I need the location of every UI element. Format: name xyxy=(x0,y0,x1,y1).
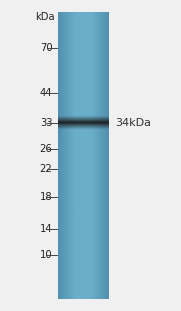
Text: 14: 14 xyxy=(40,224,52,234)
Text: kDa: kDa xyxy=(35,12,54,22)
Text: 33: 33 xyxy=(40,118,52,128)
Text: 26: 26 xyxy=(40,144,52,154)
Text: 70: 70 xyxy=(40,43,52,53)
Text: 34kDa: 34kDa xyxy=(115,118,151,128)
Text: 18: 18 xyxy=(40,193,52,202)
Text: 44: 44 xyxy=(40,88,52,98)
Text: 22: 22 xyxy=(40,165,52,174)
Text: 10: 10 xyxy=(40,250,52,260)
